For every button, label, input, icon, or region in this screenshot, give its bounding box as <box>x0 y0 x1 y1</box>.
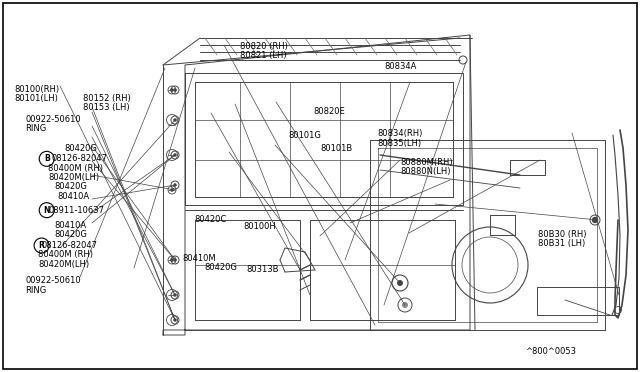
Circle shape <box>173 154 177 157</box>
Text: 80410M: 80410M <box>182 254 216 263</box>
Text: 80410A: 80410A <box>54 221 86 230</box>
Text: 80400M (RH): 80400M (RH) <box>48 164 103 173</box>
Circle shape <box>173 119 177 122</box>
Text: 80313B: 80313B <box>246 265 279 274</box>
Circle shape <box>397 280 403 286</box>
Circle shape <box>402 302 408 308</box>
Text: 80101G: 80101G <box>288 131 321 140</box>
Text: 80880N(LH): 80880N(LH) <box>400 167 451 176</box>
Text: 80410A: 80410A <box>58 192 90 201</box>
Text: 08126-82047: 08126-82047 <box>42 241 98 250</box>
Text: ^800^0053: ^800^0053 <box>525 347 576 356</box>
Text: 80420G: 80420G <box>54 182 87 191</box>
Text: 80153 (LH): 80153 (LH) <box>83 103 130 112</box>
Text: 80B31 (LH): 80B31 (LH) <box>538 239 585 248</box>
Text: 80834A: 80834A <box>384 62 417 71</box>
Circle shape <box>170 88 174 92</box>
Circle shape <box>173 259 177 262</box>
Text: 80820E: 80820E <box>314 107 346 116</box>
Text: N: N <box>44 206 50 215</box>
Circle shape <box>173 318 177 321</box>
Text: R: R <box>38 241 45 250</box>
Text: 80420M(LH): 80420M(LH) <box>48 173 99 182</box>
Bar <box>537 287 619 315</box>
Circle shape <box>173 294 177 296</box>
Text: 80B30 (RH): 80B30 (RH) <box>538 230 586 239</box>
Text: 80835(LH): 80835(LH) <box>378 139 422 148</box>
Text: 80834(RH): 80834(RH) <box>378 129 423 138</box>
Text: 80420G: 80420G <box>54 230 87 239</box>
Text: 80101(LH): 80101(LH) <box>14 94 58 103</box>
Text: 08911-10637: 08911-10637 <box>48 206 104 215</box>
Text: 00922-50610: 00922-50610 <box>26 276 81 285</box>
Text: 80880M(RH): 80880M(RH) <box>400 158 452 167</box>
Text: 00922-50610: 00922-50610 <box>26 115 81 124</box>
Text: RING: RING <box>26 124 47 133</box>
Circle shape <box>173 183 177 186</box>
Text: 80420M(LH): 80420M(LH) <box>38 260 90 269</box>
Text: 08126-82047: 08126-82047 <box>51 154 108 163</box>
Circle shape <box>173 89 177 92</box>
Circle shape <box>170 258 174 262</box>
Text: B: B <box>44 154 49 163</box>
Text: 80152 (RH): 80152 (RH) <box>83 94 131 103</box>
Text: 80420G: 80420G <box>205 263 237 272</box>
Text: 80420G: 80420G <box>64 144 97 153</box>
Text: 80821 (LH): 80821 (LH) <box>240 51 287 60</box>
Text: 80820 (RH): 80820 (RH) <box>240 42 288 51</box>
Text: 80100H: 80100H <box>243 222 276 231</box>
Text: 80400M (RH): 80400M (RH) <box>38 250 93 259</box>
Text: 80420C: 80420C <box>194 215 226 224</box>
Text: RING: RING <box>26 286 47 295</box>
Text: 80100(RH): 80100(RH) <box>14 85 60 94</box>
Circle shape <box>170 188 174 192</box>
Circle shape <box>593 218 598 222</box>
Text: 80101B: 80101B <box>320 144 352 153</box>
